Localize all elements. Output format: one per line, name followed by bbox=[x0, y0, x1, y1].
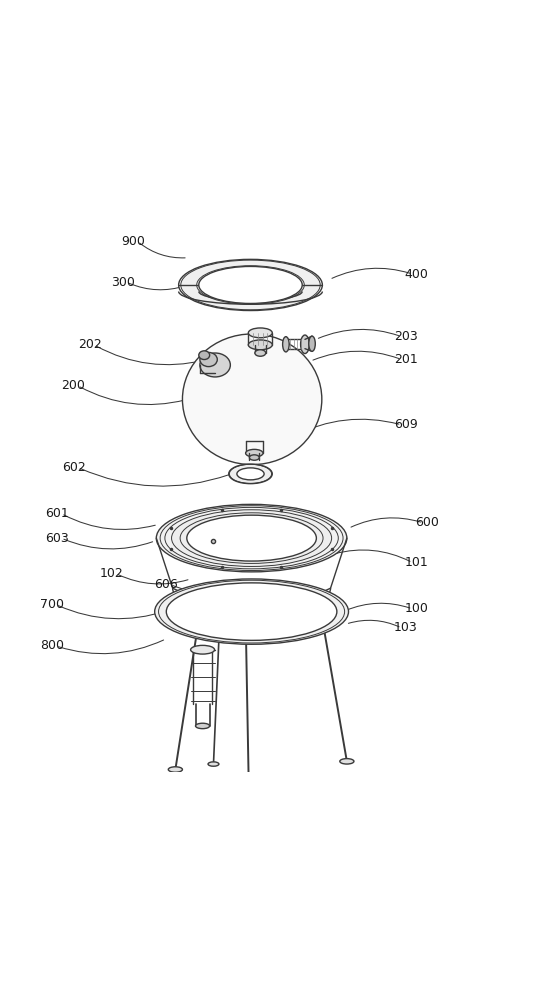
Text: 300: 300 bbox=[111, 276, 135, 289]
Text: 700: 700 bbox=[40, 598, 64, 611]
Ellipse shape bbox=[242, 789, 256, 794]
Ellipse shape bbox=[179, 259, 322, 311]
Ellipse shape bbox=[155, 579, 349, 644]
Text: 201: 201 bbox=[394, 353, 417, 366]
Ellipse shape bbox=[200, 353, 230, 377]
Ellipse shape bbox=[199, 351, 210, 360]
Text: 101: 101 bbox=[405, 556, 428, 569]
Ellipse shape bbox=[248, 340, 272, 350]
Ellipse shape bbox=[187, 515, 316, 561]
Ellipse shape bbox=[199, 266, 302, 303]
Ellipse shape bbox=[249, 455, 259, 460]
Ellipse shape bbox=[255, 350, 266, 356]
Text: 102: 102 bbox=[100, 567, 124, 580]
Text: 103: 103 bbox=[394, 621, 417, 634]
Text: 203: 203 bbox=[394, 330, 417, 343]
Ellipse shape bbox=[168, 767, 183, 772]
Text: 609: 609 bbox=[394, 418, 417, 431]
Ellipse shape bbox=[156, 504, 347, 572]
Ellipse shape bbox=[229, 464, 272, 484]
Ellipse shape bbox=[200, 352, 217, 367]
Text: 800: 800 bbox=[40, 639, 64, 652]
Ellipse shape bbox=[309, 336, 315, 351]
Ellipse shape bbox=[195, 723, 210, 729]
Text: 400: 400 bbox=[405, 268, 428, 281]
Text: 100: 100 bbox=[405, 602, 428, 615]
Ellipse shape bbox=[340, 759, 354, 764]
Ellipse shape bbox=[191, 645, 214, 654]
Ellipse shape bbox=[208, 762, 219, 766]
Text: 600: 600 bbox=[415, 516, 439, 529]
Text: 202: 202 bbox=[78, 338, 102, 351]
Text: 601: 601 bbox=[45, 507, 69, 520]
Ellipse shape bbox=[172, 510, 332, 566]
Ellipse shape bbox=[301, 335, 309, 354]
Ellipse shape bbox=[183, 334, 322, 465]
Text: 606: 606 bbox=[154, 578, 178, 591]
Ellipse shape bbox=[246, 449, 263, 457]
Ellipse shape bbox=[248, 328, 272, 338]
Text: 200: 200 bbox=[62, 379, 85, 392]
Text: 602: 602 bbox=[62, 461, 85, 474]
Ellipse shape bbox=[166, 583, 337, 640]
Ellipse shape bbox=[283, 337, 289, 352]
Ellipse shape bbox=[237, 468, 264, 480]
Text: 900: 900 bbox=[122, 235, 145, 248]
Text: 603: 603 bbox=[45, 532, 69, 545]
